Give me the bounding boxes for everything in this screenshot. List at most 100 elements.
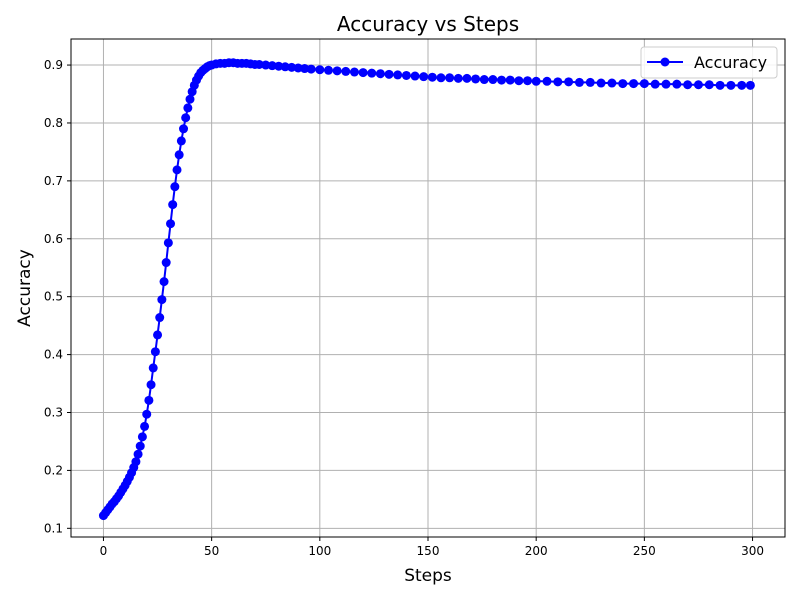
x-axis-label: Steps (404, 566, 452, 586)
data-point (367, 68, 377, 78)
data-point (172, 165, 182, 175)
data-point (393, 70, 403, 80)
data-point (293, 63, 303, 73)
data-point (267, 61, 277, 71)
x-tick-label: 100 (308, 544, 331, 558)
data-point (142, 409, 152, 419)
data-point (585, 77, 595, 87)
data-point (505, 75, 515, 85)
x-tick-label: 150 (417, 544, 440, 558)
data-point (661, 79, 671, 89)
data-point (384, 69, 394, 79)
data-point (157, 295, 167, 305)
data-point (168, 200, 178, 210)
x-tick-label: 200 (525, 544, 548, 558)
data-point (672, 79, 682, 89)
data-point (410, 71, 420, 81)
data-point (176, 136, 186, 146)
data-point (574, 77, 584, 87)
data-point (131, 457, 141, 467)
x-tick-label: 0 (100, 544, 108, 558)
data-point (133, 449, 143, 459)
data-point (341, 66, 351, 76)
y-tick-label: 0.4 (44, 348, 63, 362)
chart-title: Accuracy vs Steps (337, 12, 519, 36)
data-point (650, 79, 660, 89)
y-tick-label: 0.5 (44, 290, 63, 304)
data-point (427, 72, 437, 82)
data-point (436, 73, 446, 83)
data-point (174, 150, 184, 160)
data-point (704, 80, 714, 90)
data-point (639, 79, 649, 89)
data-point (523, 76, 533, 86)
y-tick-label: 0.2 (44, 463, 63, 477)
data-point (531, 76, 541, 86)
grid (71, 39, 785, 537)
data-point (183, 103, 193, 113)
y-tick-label: 0.1 (44, 521, 63, 535)
data-point (375, 69, 385, 79)
data-point (488, 75, 498, 85)
data-point (564, 77, 574, 87)
data-point (479, 75, 489, 85)
series-layer (98, 58, 755, 521)
data-point (607, 78, 617, 88)
legend-label: Accuracy (694, 53, 767, 72)
data-point (287, 62, 297, 72)
data-point (280, 62, 290, 72)
data-point (315, 65, 325, 75)
data-point (153, 330, 163, 340)
data-point (349, 67, 359, 77)
data-point (155, 313, 165, 323)
legend-marker (660, 57, 670, 67)
data-point (137, 432, 147, 442)
legend: Accuracy (640, 46, 778, 79)
data-point (300, 64, 310, 74)
data-point (274, 61, 284, 71)
data-point (683, 80, 693, 90)
data-point (596, 78, 606, 88)
data-point (185, 94, 195, 104)
data-point (159, 277, 169, 287)
data-point (323, 65, 333, 75)
data-point (166, 219, 176, 229)
data-point (254, 59, 264, 69)
data-point (745, 80, 755, 90)
data-point (542, 76, 552, 86)
data-point (261, 60, 271, 70)
data-point (150, 347, 160, 357)
y-tick-label: 0.9 (44, 58, 63, 72)
y-tick-label: 0.3 (44, 406, 63, 420)
data-point (629, 79, 639, 89)
data-point (693, 80, 703, 90)
data-point (146, 380, 156, 390)
x-tick-label: 50 (204, 544, 219, 558)
data-point (715, 80, 725, 90)
data-point (618, 79, 628, 89)
data-point (135, 441, 145, 451)
y-tick-label: 0.7 (44, 174, 63, 188)
data-point (453, 73, 463, 83)
data-point (497, 75, 507, 85)
data-point (401, 70, 411, 80)
y-tick-label: 0.6 (44, 232, 63, 246)
x-tick-label: 250 (633, 544, 656, 558)
data-point (179, 124, 189, 134)
data-point (358, 68, 368, 78)
data-point (161, 258, 171, 268)
legend-box (640, 46, 778, 79)
data-point (419, 72, 429, 82)
data-point (306, 64, 316, 74)
data-point (144, 395, 154, 405)
data-point (163, 238, 173, 248)
y-tick-label: 0.8 (44, 116, 63, 130)
data-point (445, 73, 455, 83)
data-point (140, 421, 150, 431)
x-axis: 0 50 100 150 200 250 300 (100, 537, 764, 558)
y-axis-label: Accuracy (15, 249, 35, 327)
x-tick-label: 300 (741, 544, 764, 558)
data-point (181, 113, 191, 123)
